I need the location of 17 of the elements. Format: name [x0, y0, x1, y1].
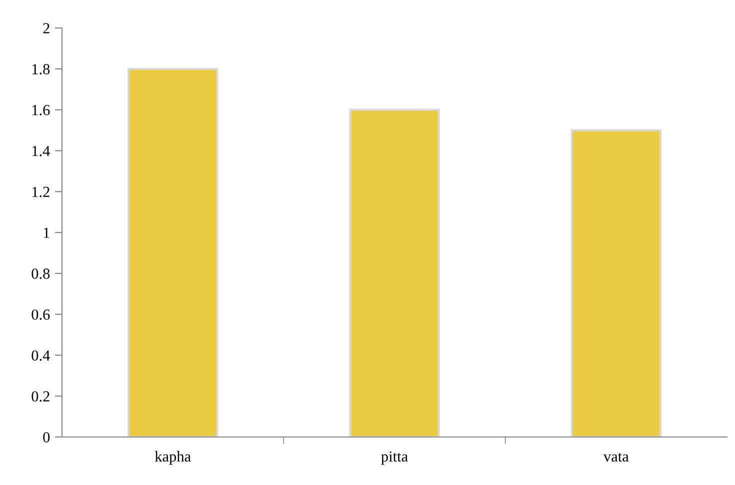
- y-tick-label: 1.4: [32, 146, 50, 156]
- y-tick-label: 0.2: [32, 391, 50, 402]
- y-tick-label: 1.6: [32, 104, 50, 116]
- x-tick-label: pitta: [381, 451, 408, 465]
- bar: [349, 108, 440, 437]
- y-tick-label: 1.8: [32, 64, 50, 74]
- y-tick-label: 0.6: [32, 309, 50, 320]
- y-tick-label: 1.2: [32, 186, 50, 198]
- bar: [570, 129, 662, 437]
- y-tick-label: 0.8: [32, 268, 50, 279]
- y-tick-label: 0.4: [32, 350, 50, 361]
- y-tick-label: 0: [43, 432, 50, 442]
- x-tick-label: vata: [603, 452, 629, 462]
- y-tick-label: 2: [43, 23, 50, 34]
- bar: [127, 68, 218, 437]
- x-tick-label: kapha: [154, 450, 191, 465]
- y-tick-label: 1: [44, 228, 50, 238]
